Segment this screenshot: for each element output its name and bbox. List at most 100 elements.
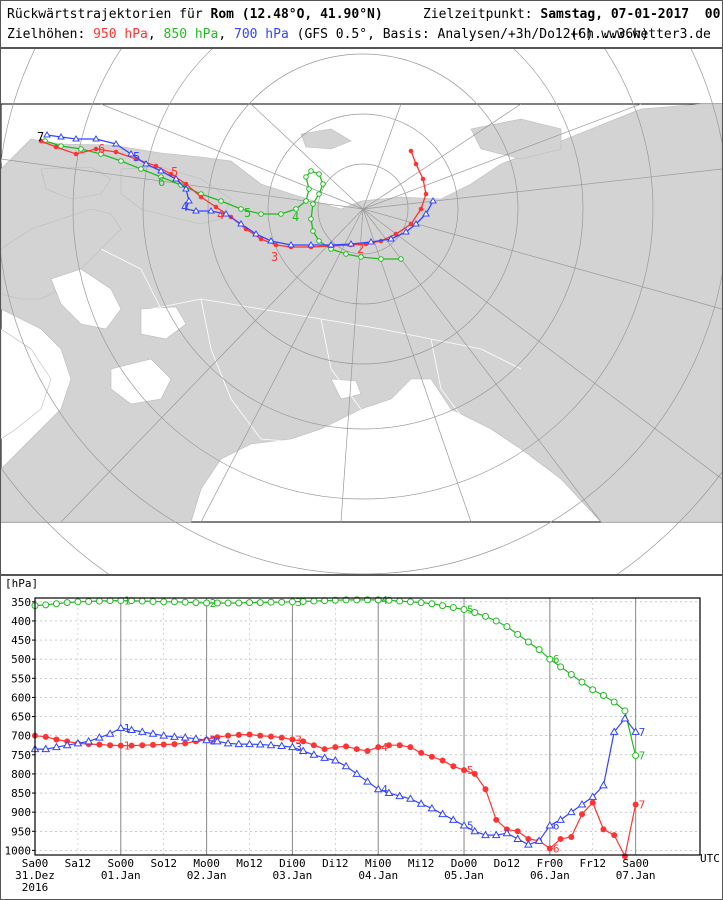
data-point — [589, 686, 597, 694]
data-point — [341, 761, 351, 770]
data-point — [492, 617, 500, 625]
data-point — [567, 670, 575, 678]
point-label: 7 — [639, 799, 646, 812]
data-point — [149, 597, 157, 605]
data-point — [449, 604, 457, 612]
x-date-label: 04.Jan — [358, 869, 398, 882]
y-tick-label: 350 — [11, 596, 31, 609]
data-point — [63, 599, 71, 607]
x-unit: UTC — [700, 852, 720, 865]
data-point — [117, 742, 124, 749]
point-label: 7 — [639, 726, 646, 739]
trajectory-blue — [43, 131, 437, 248]
data-point — [524, 840, 533, 848]
y-tick-label: 750 — [11, 749, 31, 762]
data-point — [42, 733, 49, 740]
data-point — [363, 777, 372, 785]
y-tick-label: 650 — [11, 711, 31, 724]
data-point — [621, 853, 628, 860]
data-point — [181, 598, 189, 606]
data-point — [235, 731, 242, 738]
series-line — [34, 733, 637, 858]
data-point — [577, 800, 587, 808]
y-axis: 350 400 450 500 550 600 650 700 750 800 850 900 950 1… — [5, 596, 35, 857]
map-label: 7 — [37, 130, 44, 144]
plot-area — [34, 597, 701, 856]
seas — [1, 268, 362, 440]
point-label: 3 — [295, 734, 302, 747]
x-tick-label: Mi00 — [365, 857, 392, 870]
data-point — [556, 815, 565, 823]
x-date-label: 31.Dez — [15, 869, 55, 882]
data-point — [192, 599, 200, 607]
data-point — [160, 598, 168, 606]
x-date-label: 02.Jan — [187, 869, 227, 882]
data-point — [42, 601, 50, 609]
data-point — [620, 713, 630, 722]
data-point — [460, 605, 468, 613]
data-point — [170, 732, 179, 740]
target-time: Samstag, 07-01-2017 00 UTC — [540, 7, 721, 22]
level-blue: 700 hPa — [234, 27, 289, 42]
data-point — [481, 612, 489, 620]
data-point — [256, 599, 264, 607]
series-line — [35, 717, 637, 846]
data-point — [310, 742, 317, 749]
map-label: 6 — [98, 142, 105, 156]
data-point — [632, 752, 640, 760]
data-point — [364, 747, 371, 754]
data-point — [632, 801, 639, 808]
data-point — [223, 738, 233, 747]
data-point — [353, 746, 360, 753]
data-point — [310, 597, 318, 605]
data-point — [246, 599, 254, 607]
x-date-label: 05.Jan — [444, 869, 484, 882]
data-point — [396, 742, 403, 749]
data-point — [502, 828, 512, 837]
title-prefix: Rückwärtstrajektorien für — [7, 7, 211, 22]
y-tick-label: 500 — [11, 653, 31, 666]
x-tick-label: Di00 — [279, 857, 306, 870]
data-point — [257, 732, 264, 739]
x-tick-label: Sa00 — [22, 857, 49, 870]
data-point — [471, 770, 478, 777]
point-label: 1 — [124, 740, 131, 753]
data-point — [116, 723, 126, 732]
data-point — [94, 733, 104, 741]
map-label: 3 — [271, 250, 278, 264]
data-point — [288, 742, 297, 751]
data-point — [277, 741, 287, 750]
y-tick-label: 800 — [11, 768, 31, 781]
pressure-chart: [hPa] 350 400 450 500 550 600 650 700 750 800 850 9… — [5, 577, 720, 894]
location: Rom (12.48°O, 41.90°N) — [210, 7, 383, 22]
data-point — [224, 599, 232, 607]
point-label: 5 — [467, 820, 474, 833]
map-label: 6 — [158, 175, 165, 189]
data-point — [278, 598, 286, 606]
data-point — [159, 731, 169, 739]
data-point — [53, 736, 60, 743]
point-label: 2 — [210, 734, 217, 747]
data-point — [417, 599, 425, 607]
data-point — [503, 623, 511, 631]
x-date-label: 07.Jan — [616, 869, 656, 882]
data-point — [289, 736, 296, 743]
data-point — [534, 836, 544, 844]
x-tick-label: Di12 — [322, 857, 349, 870]
data-point — [203, 599, 211, 607]
data-point — [137, 727, 147, 735]
data-point — [107, 742, 114, 749]
borders — [100, 248, 522, 470]
x-tick-label: So12 — [150, 857, 177, 870]
separator: , — [147, 27, 164, 42]
point-label: 2 — [210, 734, 217, 747]
point-label: 6 — [553, 820, 560, 833]
data-point — [300, 738, 307, 745]
data-point — [566, 807, 576, 816]
data-point — [332, 744, 339, 751]
map-label: 2 — [357, 242, 364, 256]
map-label: 4 — [217, 208, 224, 222]
x-tick-label: Do00 — [451, 857, 478, 870]
data-point — [493, 816, 500, 823]
x-date-label: 06.Jan — [530, 869, 570, 882]
